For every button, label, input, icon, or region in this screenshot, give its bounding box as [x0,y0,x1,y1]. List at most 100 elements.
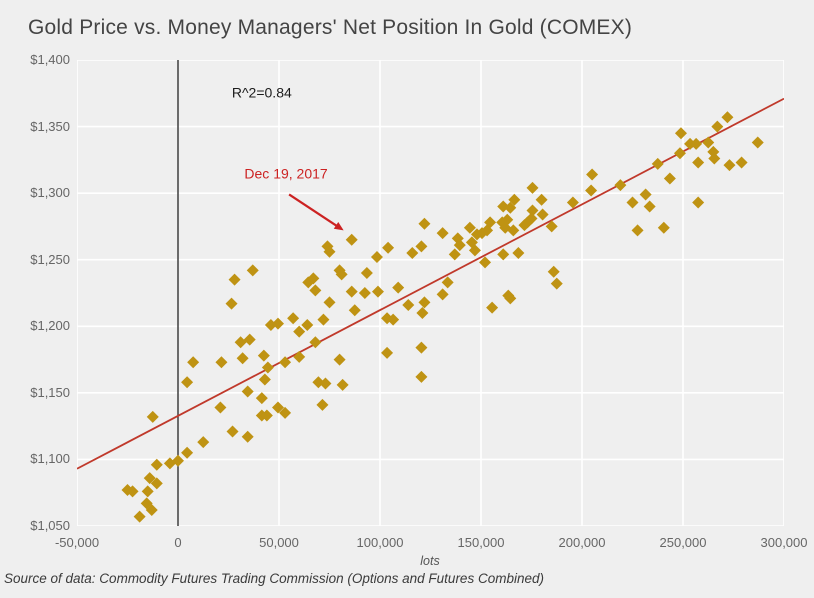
scatter-point [312,376,325,389]
scatter-point [293,325,306,338]
scatter-point [150,458,163,471]
scatter-point [708,152,721,165]
scatter-point [651,157,664,170]
scatter-point [257,349,270,362]
scatter-point [335,268,348,281]
scatter-point [518,219,531,232]
x-tick-label: -50,000 [54,535,100,550]
scatter-point [323,296,336,309]
scatter-point [382,241,395,254]
scatter-point [711,120,724,133]
y-tick-label: $1,200 [30,318,70,334]
scatter-point [345,285,358,298]
scatter-point [402,298,415,311]
scatter-point [585,184,598,197]
scatter-point [150,477,163,490]
scatter-point [416,306,429,319]
scatter-point [333,353,346,366]
scatter-point [545,220,558,233]
scatter-point [512,247,525,260]
x-tick-label: 0 [174,535,182,550]
scatter-point [690,137,703,150]
scatter-point [181,376,194,389]
scatter-point [345,233,358,246]
scatter-point [663,172,676,185]
scatter-point [702,136,715,149]
scatter-point [479,256,492,269]
scatter-point [309,336,322,349]
x-tick-label: 250,000 [659,535,707,550]
scatter-point [197,436,210,449]
scatter-point [371,285,384,298]
scatter-point [674,127,687,140]
scatter-point [187,356,200,369]
scatter-point [141,485,154,498]
scatter-point [261,361,274,374]
scatter-point [723,159,736,172]
scatter-point [692,156,705,169]
scatter-point [486,301,499,314]
scatter-point [234,336,247,349]
scatter-point [418,217,431,230]
scatter-point [181,446,194,459]
scatter-point [631,224,644,237]
scatter-point [657,221,670,234]
trend-line [77,97,784,470]
scatter-point [214,401,227,414]
scatter-point [626,196,639,209]
scatter-point [436,288,449,301]
scatter-point [436,227,449,240]
scatter-point [336,378,349,391]
scatter-point [751,136,764,149]
scatter-point [370,251,383,264]
scatter-point [381,346,394,359]
scatter-point [360,267,373,280]
scatter-point [448,248,461,261]
scatter-point [673,147,686,160]
scatter-point [287,312,300,325]
scatter-point [468,244,481,257]
scatter-point [721,111,734,124]
scatter-point [453,239,466,252]
x-tick-label: 200,000 [558,535,606,550]
scatter-point [279,356,292,369]
x-tick-label: 150,000 [457,535,505,550]
x-tick-label: 100,000 [356,535,404,550]
y-tick-label: $1,400 [30,52,70,67]
scatter-point [309,284,322,297]
y-tick-label: $1,050 [30,518,70,533]
scatter-point [236,352,249,365]
source-note: Source of data: Commodity Futures Tradin… [4,571,544,586]
scatter-point [226,425,239,438]
scatter-point [406,247,419,260]
scatter-plot: R^2=0.84 Dec 19, 2017 [77,60,784,526]
scatter-point [323,245,336,258]
scatter-point [241,430,254,443]
scatter-point [639,188,652,201]
scatter-point [586,168,599,181]
scatter-point [536,208,549,221]
y-tick-label: $1,150 [30,384,70,400]
scatter-point [566,196,579,209]
scatter-point [415,341,428,354]
scatter-point [241,385,254,398]
scatter-point [550,277,563,290]
scatter-point [735,156,748,169]
scatter-point [692,196,705,209]
scatter-point [463,221,476,234]
scatter-point [307,272,320,285]
scatter-point [243,333,256,346]
scatter-point [293,350,306,363]
scatter-point [526,204,539,217]
scatter-point [484,216,497,229]
scatter-point [246,264,259,277]
scatter-point [643,200,656,213]
scatter-point [228,273,241,286]
scatter-point [225,297,238,310]
annotation-date-callout: Dec 19, 2017 [244,165,327,181]
scatter-point [348,304,361,317]
scatter-point [146,410,159,423]
scatter-point [504,292,517,305]
scatter-point [497,248,510,261]
